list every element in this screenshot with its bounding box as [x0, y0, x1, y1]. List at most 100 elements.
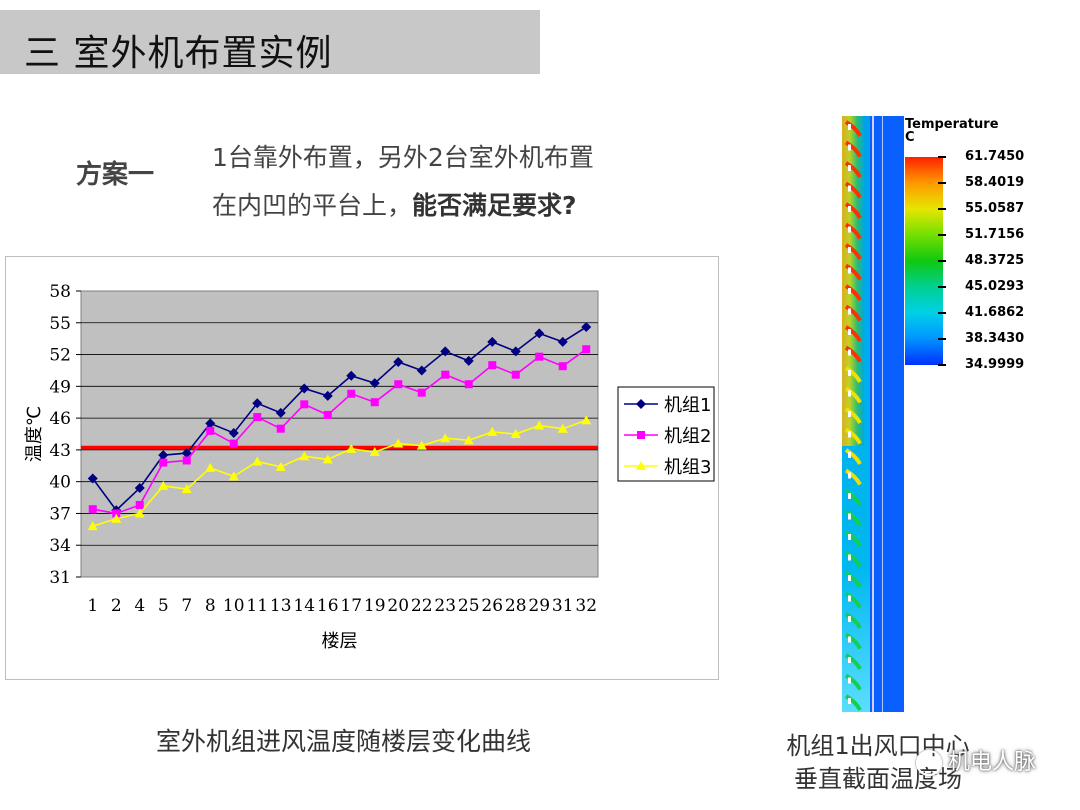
sim-vane-highlight	[848, 329, 851, 335]
x-tick-label: 19	[364, 596, 386, 616]
series-1-point	[581, 322, 592, 333]
x-tick-label: 10	[223, 596, 245, 616]
legend-label-1: 机组1	[664, 395, 711, 416]
colorbar-tick-mark	[938, 260, 946, 262]
sim-vane-highlight	[848, 452, 851, 458]
sim-vane	[844, 140, 862, 158]
sim-vane-highlight	[848, 431, 851, 438]
sim-bottom-edge	[842, 712, 904, 720]
colorbar-tick-label: 55.0587	[965, 201, 1025, 216]
sim-vane	[844, 366, 862, 383]
series-1-point	[205, 418, 216, 429]
sim-vane	[844, 407, 862, 424]
y-tick-label: 52	[49, 346, 71, 366]
description-line-1: 1台靠外布置，另外2台室外机布置	[212, 143, 594, 172]
series-1-point	[510, 346, 521, 357]
y-tick-label: 37	[49, 504, 71, 524]
series-1-point	[299, 383, 310, 394]
legend-marker-2	[637, 431, 645, 439]
sim-vane-highlight	[848, 493, 851, 499]
sim-vane	[844, 345, 862, 363]
x-tick-label: 5	[158, 596, 169, 616]
series-2-point	[488, 361, 497, 370]
sim-vane	[844, 673, 862, 691]
series-2-point	[558, 362, 567, 371]
sim-vane-highlight	[848, 165, 851, 171]
sim-wall-line-2	[882, 116, 883, 720]
series-3-point	[181, 484, 192, 494]
series-1-point	[346, 370, 357, 381]
series-2-point	[441, 370, 450, 379]
series-2-point	[394, 380, 403, 389]
series-2-point	[323, 410, 332, 419]
series-2-point	[206, 426, 215, 435]
series-2-point	[135, 500, 144, 509]
sim-vane-highlight	[848, 595, 851, 602]
series-2-point	[300, 400, 309, 409]
colorbar-tick-label: 38.3430	[965, 331, 1025, 346]
x-tick-label: 14	[293, 596, 315, 616]
series-3-point	[557, 423, 568, 433]
sim-vane-highlight	[848, 267, 851, 274]
series-1-point	[534, 328, 545, 339]
series-1-point	[275, 407, 286, 418]
series-2-point	[229, 439, 238, 448]
scheme-label: 方案一	[76, 160, 155, 190]
x-tick-label: 25	[458, 596, 480, 616]
series-2-point	[88, 505, 97, 514]
series-3-point	[581, 415, 592, 425]
series-2-point	[582, 345, 591, 354]
sim-vane	[844, 632, 862, 650]
series-3-point	[534, 420, 545, 430]
colorbar-title-text: Temperature	[905, 117, 999, 132]
series-2-point	[370, 398, 379, 407]
sim-vane	[844, 612, 862, 629]
series-2-point	[276, 424, 285, 433]
sim-vane	[844, 222, 862, 240]
sim-vane	[844, 427, 862, 445]
sim-vane-highlight	[848, 677, 851, 684]
x-tick-label: 23	[434, 596, 456, 616]
x-tick-label: 26	[481, 596, 503, 616]
x-tick-label: 29	[528, 596, 550, 616]
colorbar-unit: C	[905, 130, 915, 145]
series-2-point	[182, 456, 191, 465]
sim-vane	[844, 325, 862, 342]
sim-vane	[844, 591, 862, 609]
colorbar-tick-mark	[938, 182, 946, 184]
series-3-point	[158, 480, 169, 490]
sim-vane	[844, 161, 862, 178]
sim-vane-highlight	[848, 616, 851, 622]
x-tick-label: 1	[87, 596, 98, 616]
sim-vanes	[844, 120, 862, 711]
sim-vane	[844, 243, 862, 260]
x-tick-label: 4	[134, 596, 145, 616]
sim-vane	[844, 202, 862, 219]
series-2-point	[347, 389, 356, 398]
temperature-field-image	[842, 116, 904, 720]
series-3-point	[440, 433, 451, 443]
series-1-point	[463, 355, 474, 366]
description-line-2-normal: 在内凹的平台上，	[212, 191, 413, 220]
x-tick-label: 31	[552, 596, 574, 616]
series-3-point	[299, 451, 310, 461]
series-3-point	[87, 521, 98, 531]
series-1-point	[228, 427, 239, 438]
series-2-point	[464, 380, 473, 389]
series-3-point	[322, 454, 333, 464]
series-3-point	[463, 435, 474, 445]
series-3-point	[134, 508, 145, 518]
series-1-line	[92, 326, 587, 512]
sim-vane-highlight	[848, 370, 851, 376]
colorbar-tick-mark	[938, 338, 946, 340]
sim-vane	[844, 181, 862, 199]
series-3-point	[228, 471, 239, 481]
sim-vane-highlight	[848, 124, 851, 130]
sim-vane	[844, 120, 862, 137]
description-line-2: 在内凹的平台上，能否满足要求?	[212, 186, 577, 222]
sim-vane-highlight	[848, 247, 851, 253]
colorbar-tick-mark	[938, 234, 946, 236]
series-2-line	[92, 348, 587, 515]
series-3-point	[416, 440, 427, 450]
sim-vane-highlight	[848, 288, 851, 294]
